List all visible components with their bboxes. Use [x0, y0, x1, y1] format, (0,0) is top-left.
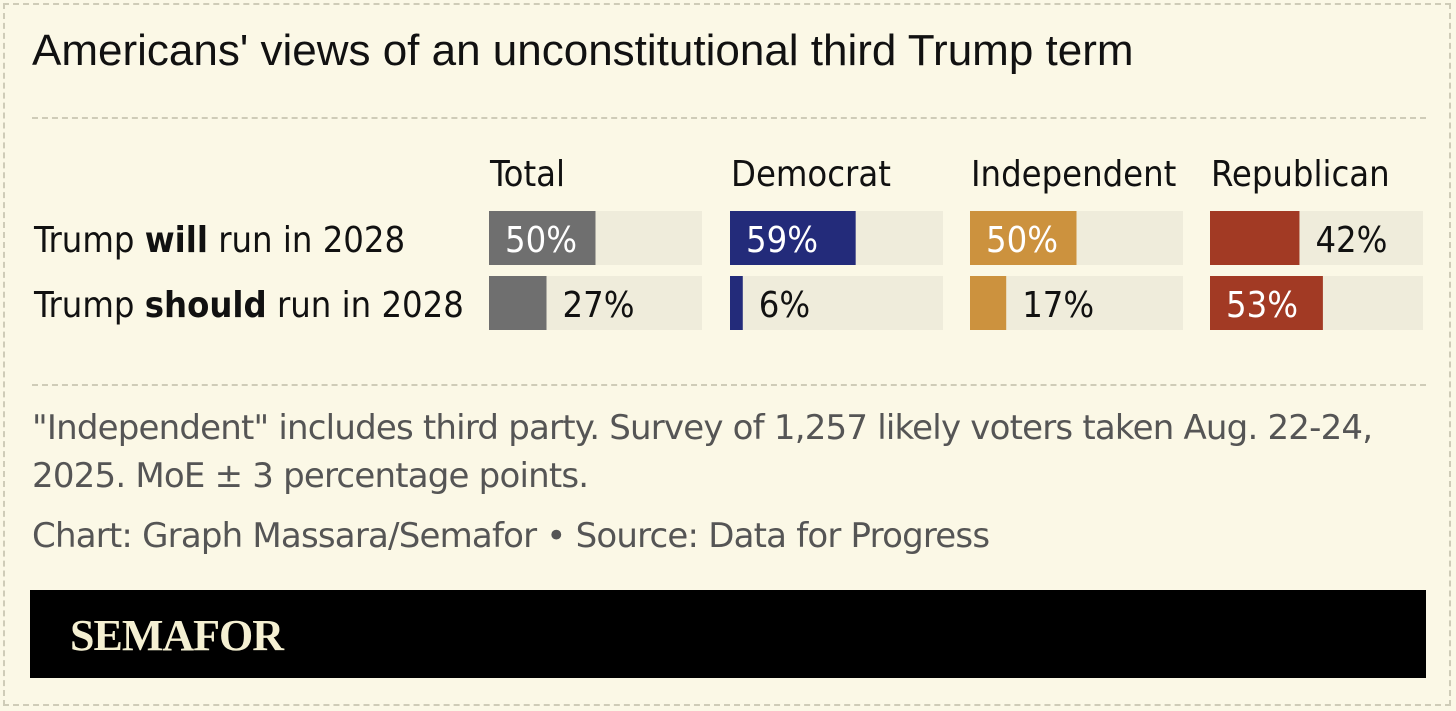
methodology-note: "Independent" includes third party. Surv…: [32, 408, 1373, 496]
data-label: 59%: [746, 220, 818, 261]
bar: [970, 211, 1077, 265]
footer-bar: SEMAFOR: [30, 590, 1426, 678]
row-label: Trump will run in 2028: [33, 220, 405, 261]
chart-credit: Chart: Graph Massara/Semafor • Source: D…: [32, 516, 990, 556]
bar: [489, 211, 596, 265]
bar: [1210, 211, 1300, 265]
chart-frame: [3, 3, 1451, 706]
bar: [730, 211, 856, 265]
chart-title: Americans' views of an unconstitutional …: [32, 26, 1134, 75]
data-label: 27%: [563, 285, 635, 326]
panel-header: Independent: [971, 154, 1176, 195]
data-label: 53%: [1226, 285, 1298, 326]
semafor-logo: SEMAFOR: [70, 611, 284, 660]
data-label: 50%: [505, 220, 577, 261]
row-label: Trump should run in 2028: [33, 285, 464, 326]
divider-bottom: [32, 384, 1426, 386]
data-label: 17%: [1022, 285, 1094, 326]
panel-header: Democrat: [731, 154, 891, 195]
bar: [970, 276, 1007, 330]
data-label: 42%: [1315, 220, 1387, 261]
bar: [489, 276, 547, 330]
bar: [1210, 276, 1323, 330]
panel-header: Republican: [1211, 154, 1390, 195]
bar-track: [730, 276, 943, 330]
bar-chart: Trump will run in 2028 Trump should run i…: [33, 154, 1423, 330]
panel-header: Total: [489, 154, 565, 195]
data-label: 50%: [986, 220, 1058, 261]
divider-top: [32, 117, 1426, 119]
bar: [730, 276, 743, 330]
data-label: 6%: [759, 285, 810, 326]
